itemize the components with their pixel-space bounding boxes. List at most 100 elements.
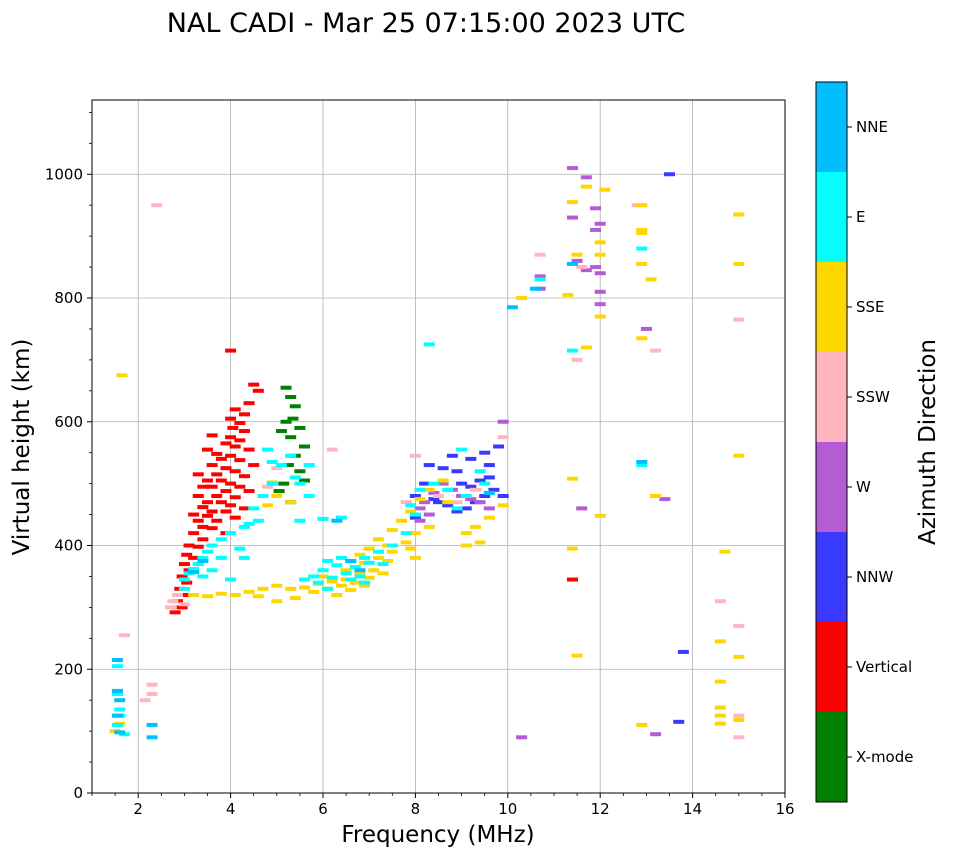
data-point-nne [483,490,495,495]
data-point-vertical [202,500,213,505]
grid-lines [92,100,785,793]
data-point-sse [405,546,417,551]
data-point-nnw [483,475,495,480]
data-point-sse [636,261,648,266]
data-point-e [354,574,366,579]
data-point-w [571,258,583,263]
data-point-w [576,506,588,511]
colorbar-swatch-nne [816,82,847,172]
data-point-ssw [118,633,130,638]
data-point-e [335,515,347,520]
data-point-e [197,555,209,560]
x-tick-label: 8 [411,800,421,818]
colorbar-swatch-e [816,172,847,262]
data-point-e [215,537,227,542]
data-point-e [474,469,486,474]
data-point-ssw [271,466,283,471]
x-tick-label: 4 [226,800,236,818]
data-point-sse [317,574,329,579]
data-point-sse [714,639,726,644]
data-point-e [299,577,311,582]
data-point-w [590,206,602,211]
data-point-ssw [714,599,726,604]
colorbar-label: Azimuth Direction [915,339,941,545]
data-point-e [206,568,218,573]
data-point-vertical [225,416,237,421]
data-point-e [111,722,123,727]
data-point-vertical [229,469,241,474]
data-point-nne [111,713,123,718]
data-point-w [516,735,528,740]
data-point-vertical [197,537,209,542]
data-point-nne [636,459,648,464]
data-point-x-mode [282,463,294,468]
data-point-sse [271,583,283,588]
data-point-sse [409,531,421,536]
data-point-e [238,555,250,560]
data-point-nnw [409,494,421,498]
y-tick-label: 1000 [45,165,83,183]
data-point-vertical [206,526,218,531]
colorbar-swatch-w [816,442,847,532]
data-point-e [257,494,269,498]
data-point-e [262,447,274,452]
data-point-w [650,732,662,737]
data-point-sse [289,596,301,601]
data-point-e [377,562,389,567]
data-point-vertical [169,610,181,615]
data-point-vertical [225,348,237,353]
data-point-e [225,577,237,582]
data-point-vertical [229,495,241,500]
data-point-sse [719,549,731,554]
data-point-sse [571,653,583,658]
data-point-x-mode [278,481,290,486]
data-point-e [456,447,468,452]
data-point-sse [497,503,509,508]
data-point-nnw [419,481,431,486]
data-point-vertical [220,466,232,471]
x-tick-label: 12 [591,800,610,818]
data-point-e [234,546,246,551]
data-point-ssw [146,682,158,687]
data-point-nne [114,730,126,735]
colorbar-swatch-nnw [816,532,847,622]
colorbar-label-w: W [856,478,871,496]
data-point-w [590,265,602,270]
x-tick-label: 14 [683,800,702,818]
data-point-e [303,463,315,468]
data-point-e [400,531,412,536]
data-point-sse [714,721,726,726]
data-point-x-mode [285,395,297,399]
data-point-nnw [497,494,509,498]
data-point-sse [372,537,384,542]
data-point-vertical [248,463,260,468]
data-point-nnw [456,481,468,486]
data-point-w [640,326,652,331]
data-point-vertical [225,453,237,458]
data-point-vertical [192,472,204,477]
data-point-sse [386,528,398,533]
data-point-sse [354,571,366,576]
chart-title: NAL CADI - Mar 25 07:15:00 2023 UTC [167,8,685,39]
data-point-sse [396,518,408,523]
data-point-vertical [181,552,193,557]
data-point-e [248,506,260,511]
data-point-sse [423,524,435,529]
data-point-ssw [409,453,421,458]
data-point-vertical [178,593,190,597]
data-point-sse [733,453,745,458]
data-point-vertical [234,484,246,489]
data-point-e [349,565,361,570]
data-point-w [594,221,606,226]
data-point-ssw [139,698,151,703]
data-point-e [197,574,209,579]
data-point-vertical [238,412,250,417]
data-point-vertical [176,605,188,610]
data-point-nnw [423,463,435,468]
data-point-vertical [225,503,237,508]
data-point-sse [215,591,227,596]
data-point-nnw [493,444,505,449]
data-point-ssw [433,494,444,498]
data-point-e [294,518,306,523]
data-point-sse [359,583,371,588]
